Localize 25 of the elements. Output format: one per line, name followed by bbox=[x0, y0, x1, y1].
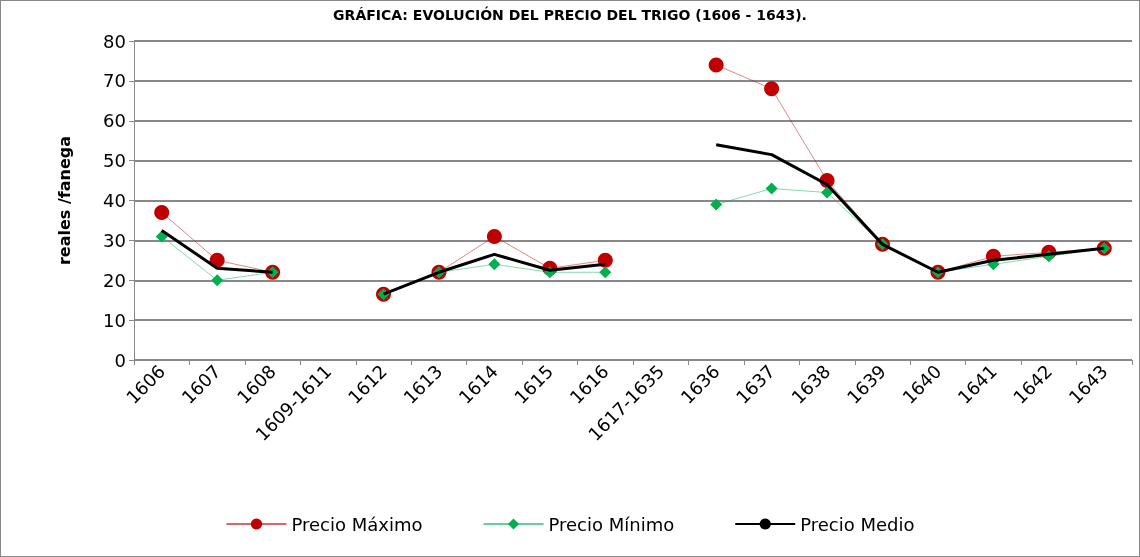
point bbox=[765, 182, 778, 195]
point bbox=[821, 186, 834, 199]
point bbox=[488, 258, 501, 271]
y-tick-label: 70 bbox=[103, 70, 126, 92]
point bbox=[708, 57, 724, 73]
y-tick-label: 40 bbox=[103, 190, 126, 211]
y-tick-label: 10 bbox=[103, 309, 126, 331]
legend-label: Precio Mínimo bbox=[548, 513, 675, 535]
point bbox=[486, 228, 502, 244]
y-axis-title: reales /fanega bbox=[54, 135, 74, 266]
legend-label: Precio Medio bbox=[800, 513, 915, 535]
y-tick-label: 0 bbox=[114, 349, 126, 371]
y-tick-label: 50 bbox=[103, 150, 126, 172]
point bbox=[154, 204, 170, 220]
legend-label: Precio Máximo bbox=[291, 513, 423, 535]
point bbox=[599, 266, 612, 279]
y-tick-label: 30 bbox=[103, 229, 126, 251]
y-tick-label: 60 bbox=[103, 110, 126, 132]
point bbox=[211, 274, 224, 287]
y-tick-label: 80 bbox=[103, 30, 126, 52]
chart-title: GRÁFICA: EVOLUCIÓN DEL PRECIO DEL TRIGO (1606 - 1643). bbox=[333, 6, 807, 23]
point bbox=[710, 198, 723, 211]
y-tick-label: 20 bbox=[103, 269, 126, 291]
point bbox=[155, 230, 168, 243]
point bbox=[764, 81, 780, 97]
